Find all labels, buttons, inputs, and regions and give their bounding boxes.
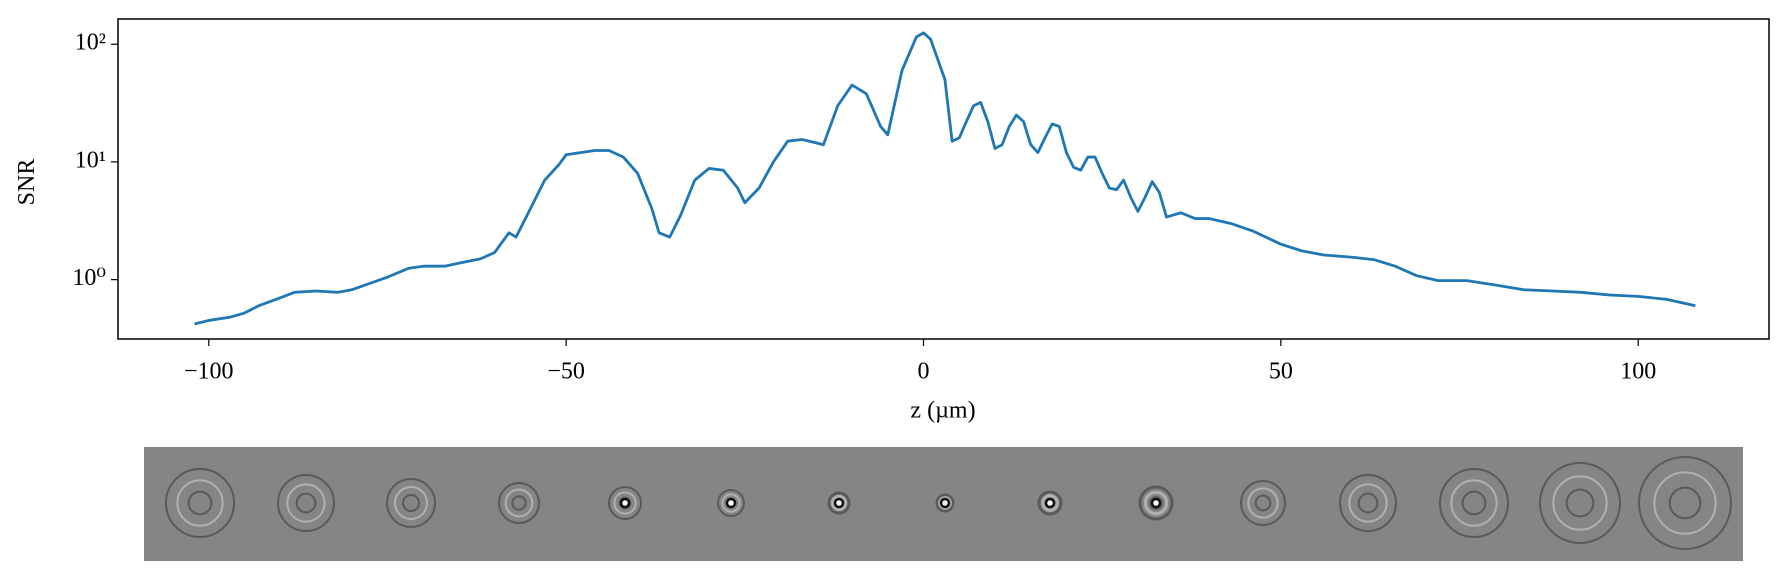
ring: [1348, 483, 1388, 523]
ring-core: [1044, 497, 1056, 509]
ring: [1450, 479, 1498, 527]
ring: [1552, 475, 1608, 531]
y-axis-label: SNR: [14, 159, 40, 206]
ring: [498, 482, 540, 524]
ring: [717, 489, 745, 517]
ring: [1357, 492, 1379, 514]
ring: [938, 496, 952, 510]
ring: [286, 483, 326, 523]
ring: [1041, 494, 1059, 512]
y-tick-label: 10⁰: [72, 265, 106, 291]
hologram-rings: [165, 456, 1732, 550]
y-tick-label: 10²: [75, 30, 106, 56]
ring-core: [725, 497, 737, 509]
x-tick-label: −50: [547, 359, 585, 385]
x-tick-label: 0: [917, 359, 929, 385]
ring: [402, 494, 420, 512]
x-axis-label: z (µm): [910, 398, 975, 424]
ring-core: [619, 497, 631, 509]
ring: [394, 486, 428, 520]
ring: [511, 495, 527, 511]
ring: [386, 478, 436, 528]
ring: [277, 474, 335, 532]
x-tick-label: −100: [184, 359, 234, 385]
ring: [1143, 490, 1169, 516]
ring: [1461, 490, 1487, 516]
ring: [1539, 462, 1621, 544]
ring: [1638, 456, 1732, 550]
ring: [1668, 486, 1702, 520]
data-line: [194, 31, 1696, 326]
ring: [504, 488, 534, 518]
ring-core: [939, 497, 951, 509]
ring: [1339, 474, 1397, 532]
plot-frame: [117, 18, 1770, 340]
ring: [1037, 490, 1063, 516]
ring: [613, 491, 637, 515]
ring: [1653, 471, 1717, 535]
ring: [721, 493, 741, 513]
x-tick-label: 50: [1269, 359, 1293, 385]
ring: [187, 490, 213, 516]
ring: [1240, 480, 1286, 526]
ring: [1565, 488, 1595, 518]
ring: [295, 492, 317, 514]
ring: [165, 468, 235, 538]
ring-core: [1150, 497, 1162, 509]
ring: [935, 493, 955, 513]
ring: [1149, 496, 1163, 510]
x-tick-label: 100: [1620, 359, 1656, 385]
ring-core: [833, 497, 845, 509]
ring: [1254, 494, 1272, 512]
ring: [608, 486, 642, 520]
ring: [1247, 487, 1279, 519]
y-tick-label: 10¹: [75, 147, 106, 173]
ring: [618, 496, 632, 510]
ring: [827, 491, 851, 515]
ring: [176, 479, 224, 527]
ring: [830, 494, 848, 512]
ring: [1439, 468, 1509, 538]
ring: [1138, 485, 1174, 521]
